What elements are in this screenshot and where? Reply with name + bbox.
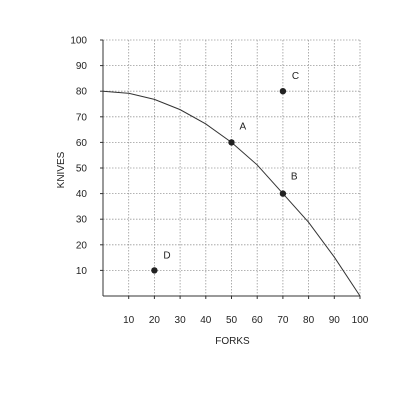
- tick-labels: 10 20 30 40 50 60 70 80 90 100 10 20 30 40 50 60 70 80 90 1…: [70, 36, 368, 327]
- y-tick-label-60: 60: [76, 138, 88, 149]
- y-tick-label-30: 30: [76, 215, 88, 226]
- y-axis-title: KNIVES: [56, 151, 67, 188]
- y-tick-label-20: 20: [76, 240, 88, 251]
- grid: [103, 39, 361, 296]
- point-a: [228, 139, 235, 146]
- point-label-d: D: [163, 250, 170, 261]
- y-tick-label-100: 100: [70, 36, 87, 47]
- y-tick-label-40: 40: [76, 189, 88, 200]
- point-d: [151, 267, 158, 274]
- point-c: [279, 88, 287, 95]
- axes: [100, 39, 361, 299]
- point-b: [279, 190, 287, 197]
- x-axis-title: FORKS: [215, 336, 250, 347]
- y-tick-label-50: 50: [76, 164, 88, 175]
- x-tick-label-10: 10: [123, 315, 135, 326]
- x-tick-label-100: 100: [352, 315, 369, 326]
- x-tick-label-20: 20: [149, 315, 161, 326]
- x-tick-label-70: 70: [277, 315, 289, 326]
- point-label-a: A: [240, 121, 247, 132]
- point-label-b: B: [291, 172, 298, 183]
- x-tick-label-40: 40: [200, 315, 212, 326]
- y-tick-label-90: 90: [76, 61, 88, 72]
- x-tick-label-50: 50: [226, 315, 238, 326]
- x-tick-label-90: 90: [329, 315, 341, 326]
- y-tick-label-10: 10: [76, 266, 88, 277]
- x-tick-label-60: 60: [252, 315, 264, 326]
- points-layer: A B C D: [151, 71, 299, 274]
- y-tick-label-70: 70: [76, 112, 88, 123]
- y-tick-label-80: 80: [76, 87, 88, 98]
- x-tick-label-30: 30: [175, 315, 187, 326]
- x-tick-label-80: 80: [303, 315, 315, 326]
- point-label-c: C: [292, 71, 299, 82]
